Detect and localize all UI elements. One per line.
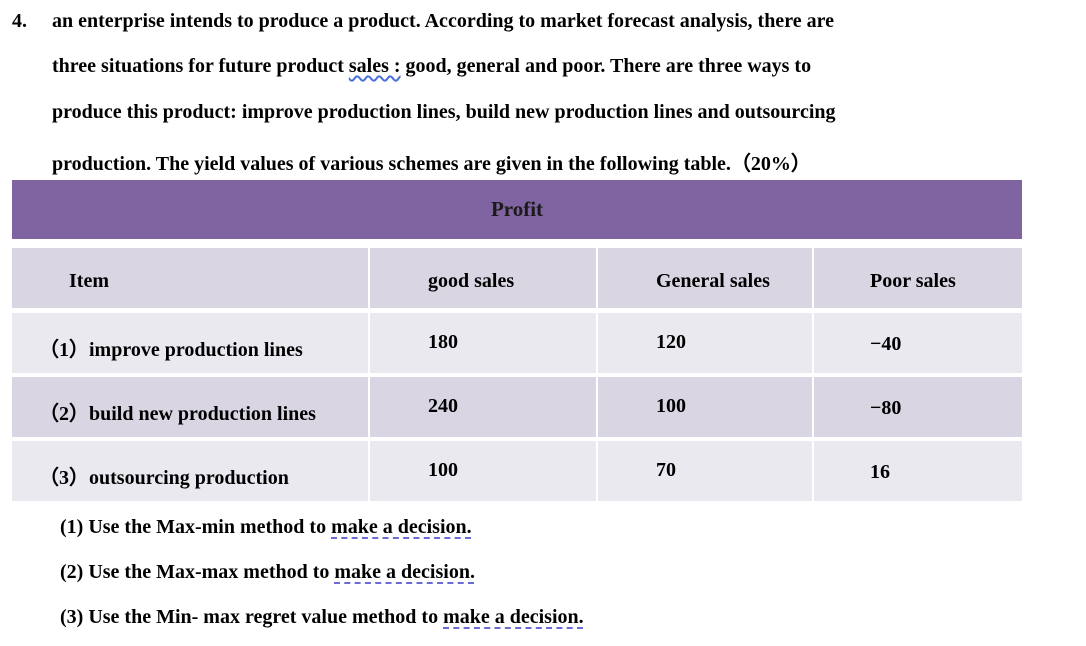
column-divider	[596, 377, 598, 437]
good-value: 100	[428, 459, 458, 481]
profit-header: Profit	[12, 180, 1022, 239]
row-item-label: （3）outsourcing production	[39, 467, 289, 489]
problem-number: 4.	[12, 10, 27, 32]
column-divider	[596, 441, 598, 501]
question-2-underlined: make a decision.	[334, 561, 475, 583]
column-divider	[596, 248, 598, 308]
row-item: （3）outsourcing production	[12, 441, 368, 501]
column-divider	[812, 441, 814, 501]
header-general-sales-label: General sales	[656, 270, 770, 292]
good-value: 180	[428, 331, 458, 353]
general-value: 100	[656, 395, 686, 417]
problem-line-2: three situations for future product sale…	[52, 55, 811, 78]
header-good-sales-label: good sales	[428, 270, 515, 292]
row-general-value: 100	[598, 377, 812, 437]
column-divider	[812, 248, 814, 308]
good-value: 240	[428, 395, 458, 417]
general-value: 70	[656, 459, 676, 481]
header-poor-sales: Poor sales	[814, 248, 1022, 308]
problem-line-1: an enterprise intends to produce a produ…	[52, 10, 834, 32]
profit-table: Profit Item good sales General sales Poo…	[12, 180, 1022, 502]
underlined-sales: sales :	[348, 55, 401, 77]
question-1-text: (1) Use the Max-min method to	[60, 516, 332, 538]
column-divider	[812, 377, 814, 437]
header-general-sales: General sales	[598, 248, 812, 308]
question-2-text: (2) Use the Max-max method to	[60, 561, 335, 583]
problem-statement: 4. an enterprise intends to produce a pr…	[0, 0, 1086, 180]
row-general-value: 70	[598, 441, 812, 501]
column-divider	[368, 441, 370, 501]
question-3: (3) Use the Min- max regret value method…	[60, 606, 584, 629]
question-3-underlined: make a decision.	[443, 606, 584, 628]
poor-value: −80	[870, 397, 902, 419]
problem-line-2-end: good, general and poor. There are three …	[400, 55, 812, 77]
table-row: （2）build new production lines 240 100 −8…	[12, 377, 1022, 437]
header-item: Item	[12, 248, 368, 308]
poor-value: 16	[870, 461, 890, 483]
column-divider	[812, 313, 814, 373]
row-item: （2）build new production lines	[12, 377, 368, 437]
problem-line-2-start: three situations for future product	[52, 55, 349, 77]
row-good-value: 240	[370, 377, 596, 437]
row-poor-value: 16	[814, 441, 1022, 501]
row-poor-value: −40	[814, 313, 1022, 373]
column-divider	[368, 377, 370, 437]
row-item: （1）improve production lines	[12, 313, 368, 373]
column-divider	[596, 313, 598, 373]
poor-value: −40	[870, 333, 902, 355]
row-item-label: （1）improve production lines	[39, 339, 303, 361]
column-divider	[368, 248, 370, 308]
table-row: （1）improve production lines 180 120 −40	[12, 313, 1022, 373]
table-header-row: Item good sales General sales Poor sales	[12, 248, 1022, 308]
row-poor-value: −80	[814, 377, 1022, 437]
question-3-text: (3) Use the Min- max regret value method…	[60, 606, 444, 628]
column-divider	[368, 313, 370, 373]
row-good-value: 100	[370, 441, 596, 501]
header-poor-sales-label: Poor sales	[870, 270, 956, 292]
question-2: (2) Use the Max-max method to make a dec…	[60, 561, 475, 584]
problem-line-4: production. The yield values of various …	[52, 153, 811, 175]
question-1-underlined: make a decision.	[331, 516, 472, 538]
row-general-value: 120	[598, 313, 812, 373]
general-value: 120	[656, 331, 686, 353]
header-item-label: Item	[69, 270, 109, 292]
row-good-value: 180	[370, 313, 596, 373]
header-good-sales: good sales	[370, 248, 596, 308]
table-row: （3）outsourcing production 100 70 16	[12, 441, 1022, 501]
question-1: (1) Use the Max-min method to make a dec…	[60, 516, 472, 539]
row-item-label: （2）build new production lines	[39, 403, 316, 425]
problem-line-3: produce this product: improve production…	[52, 101, 836, 123]
